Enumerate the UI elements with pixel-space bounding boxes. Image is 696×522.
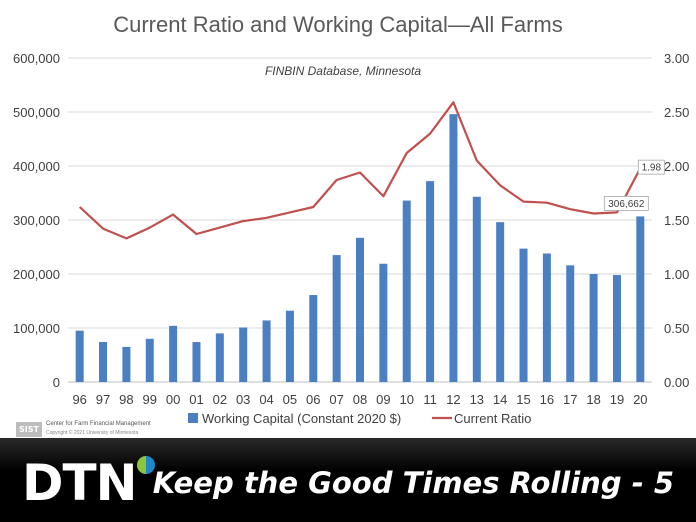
data-labels: 306,662 1.98 bbox=[603, 159, 665, 211]
data-label-box bbox=[637, 159, 665, 175]
right-tick-label: 3.00 bbox=[664, 51, 689, 66]
x-tick-label: 96 bbox=[72, 392, 86, 407]
bar bbox=[122, 346, 131, 382]
x-tick-label: 12 bbox=[446, 392, 460, 407]
x-tick-label: 98 bbox=[119, 392, 133, 407]
right-tick-label: 2.50 bbox=[664, 105, 689, 120]
left-tick-label: 100,000 bbox=[13, 321, 60, 336]
right-tick-label: 0.50 bbox=[664, 321, 689, 336]
data-label-box bbox=[603, 196, 649, 211]
chart-subtitle: FINBIN Database, Minnesota bbox=[265, 64, 421, 78]
x-tick-label: 01 bbox=[189, 392, 203, 407]
bar bbox=[402, 200, 411, 382]
cffm-name: Center for Farm Financial Management bbox=[46, 421, 151, 427]
bar bbox=[542, 253, 551, 382]
right-tick-label: 1.00 bbox=[664, 267, 689, 282]
x-tick-label: 13 bbox=[470, 392, 484, 407]
bar bbox=[99, 342, 108, 382]
bar bbox=[145, 338, 154, 382]
x-tick-label: 06 bbox=[306, 392, 320, 407]
data-label: 306,662 bbox=[608, 199, 645, 210]
x-tick-label: 97 bbox=[96, 392, 110, 407]
right-tick-label: 2.00 bbox=[664, 159, 689, 174]
bar bbox=[519, 248, 528, 382]
x-axis: 96 97 98 99 00 01 02 03 04 05 06 07 08 09 10 11 12 13 14 15… bbox=[72, 392, 647, 407]
x-tick-label: 20 bbox=[633, 392, 647, 407]
right-axis: 0.00 0.50 1.00 1.50 2.00 2.50 3.00 bbox=[664, 51, 689, 390]
bar bbox=[285, 310, 294, 382]
data-label: 1.98 bbox=[642, 163, 662, 174]
x-tick-label: 05 bbox=[283, 392, 297, 407]
bar bbox=[589, 274, 598, 382]
bar bbox=[636, 216, 645, 382]
right-tick-label: 0.00 bbox=[664, 375, 689, 390]
bar bbox=[379, 263, 388, 382]
left-tick-label: 500,000 bbox=[13, 105, 60, 120]
bar bbox=[496, 222, 505, 382]
bar bbox=[262, 320, 271, 382]
bar bbox=[215, 333, 224, 382]
left-tick-label: 200,000 bbox=[13, 267, 60, 282]
x-tick-label: 07 bbox=[329, 392, 343, 407]
x-tick-label: 14 bbox=[493, 392, 507, 407]
chart-title: Current Ratio and Working Capital—All Fa… bbox=[113, 12, 563, 37]
left-tick-label: 600,000 bbox=[13, 51, 60, 66]
x-tick-label: 02 bbox=[213, 392, 227, 407]
bar bbox=[449, 114, 458, 382]
bar bbox=[472, 196, 481, 382]
x-tick-label: 11 bbox=[423, 392, 437, 407]
current-ratio-series-line bbox=[78, 101, 642, 240]
bar bbox=[332, 255, 341, 382]
legend: Working Capital (Constant 2020 $) Current… bbox=[188, 411, 531, 426]
cffm-copyright: Copyright © 2021 University of Minnesota bbox=[46, 430, 139, 436]
legend-swatch-working-capital bbox=[188, 413, 198, 423]
bar bbox=[75, 330, 84, 382]
x-tick-label: 19 bbox=[610, 392, 624, 407]
bar bbox=[356, 237, 364, 382]
x-tick-label: 04 bbox=[259, 392, 273, 407]
x-tick-label: 09 bbox=[376, 392, 390, 407]
current-ratio-line bbox=[78, 101, 642, 240]
x-tick-label: 16 bbox=[540, 392, 554, 407]
left-tick-label: 300,000 bbox=[13, 213, 60, 228]
right-tick-label: 1.50 bbox=[664, 213, 689, 228]
working-capital-bars bbox=[75, 114, 645, 382]
bar bbox=[169, 325, 178, 382]
cffm-mark: SIST bbox=[16, 422, 42, 437]
dtn-logo: DTN bbox=[22, 454, 137, 512]
dtn-logo-dot-icon bbox=[137, 456, 155, 474]
bar bbox=[192, 342, 201, 382]
x-tick-label: 03 bbox=[236, 392, 250, 407]
x-tick-label: 15 bbox=[516, 392, 530, 407]
legend-label-current-ratio: Current Ratio bbox=[454, 411, 531, 426]
x-tick-label: 08 bbox=[353, 392, 367, 407]
x-tick-label: 10 bbox=[399, 392, 413, 407]
footer-banner bbox=[0, 438, 696, 522]
x-tick-label: 99 bbox=[143, 392, 157, 407]
left-tick-label: 400,000 bbox=[13, 159, 60, 174]
x-tick-label: 00 bbox=[166, 392, 180, 407]
bar bbox=[309, 295, 318, 382]
left-tick-label: 0 bbox=[53, 375, 60, 390]
bar bbox=[566, 265, 575, 382]
x-tick-label: 18 bbox=[586, 392, 600, 407]
bar bbox=[426, 181, 435, 382]
bar bbox=[239, 327, 248, 382]
left-axis: 0 100,000 200,000 300,000 400,000 500,000 600,… bbox=[13, 51, 60, 390]
bar bbox=[612, 275, 621, 382]
banner-title: Keep the Good Times Rolling - 5 bbox=[152, 466, 674, 500]
legend-label-working-capital: Working Capital (Constant 2020 $) bbox=[202, 411, 401, 426]
x-tick-label: 17 bbox=[563, 392, 577, 407]
